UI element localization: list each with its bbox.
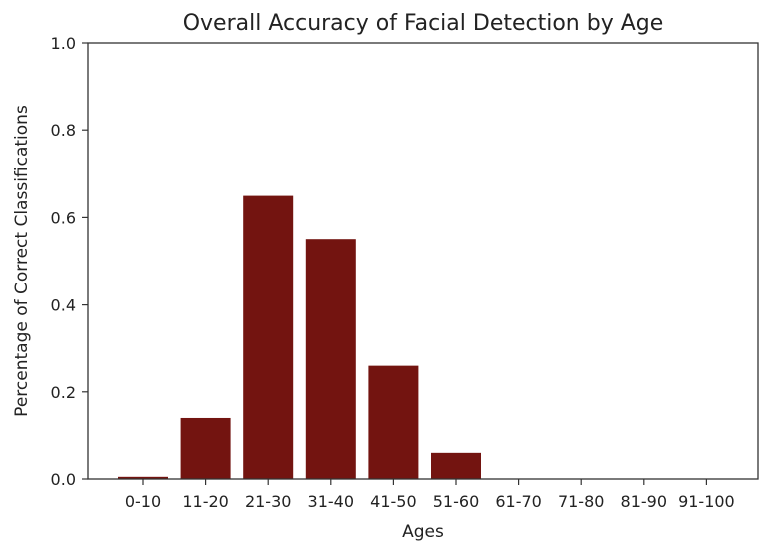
- bar-21-30: [243, 195, 294, 479]
- y-axis-label: Percentage of Correct Classifications: [12, 105, 32, 417]
- y-tick-label: 1.0: [51, 34, 76, 53]
- x-axis-label: Ages: [402, 522, 444, 542]
- x-axis-ticks: 0-10 11-20 21-30 31-40 41-50 51-60 61-70 71-80 8…: [125, 479, 735, 511]
- x-tick-label: 61-70: [495, 492, 542, 511]
- x-tick-label: 21-30: [245, 492, 292, 511]
- x-tick-label: 81-90: [621, 492, 668, 511]
- x-tick-label: 41-50: [370, 492, 417, 511]
- x-tick-label: 51-60: [433, 492, 480, 511]
- x-tick-label: 91-100: [678, 492, 735, 511]
- x-tick-label: 31-40: [308, 492, 355, 511]
- y-tick-label: 0.6: [51, 208, 76, 227]
- plot-frame: [87, 42, 759, 480]
- bars-group: [118, 195, 481, 479]
- y-tick-label: 0.2: [51, 383, 76, 402]
- chart-title: Overall Accuracy of Facial Detection by …: [183, 11, 664, 36]
- bar-31-40: [305, 239, 356, 479]
- y-tick-label: 0.4: [51, 296, 76, 315]
- bar-51-60: [431, 452, 481, 479]
- bar-11-20: [180, 417, 231, 479]
- x-tick-label: 11-20: [182, 492, 229, 511]
- bar-41-50: [368, 365, 419, 479]
- y-axis-ticks: 0.0 0.2 0.4 0.6 0.8 1.0: [51, 34, 88, 489]
- x-tick-label: 71-80: [558, 492, 605, 511]
- bar-0-10: [118, 476, 168, 479]
- x-tick-label: 0-10: [125, 492, 161, 511]
- y-tick-label: 0.0: [51, 470, 76, 489]
- y-tick-label: 0.8: [51, 121, 76, 140]
